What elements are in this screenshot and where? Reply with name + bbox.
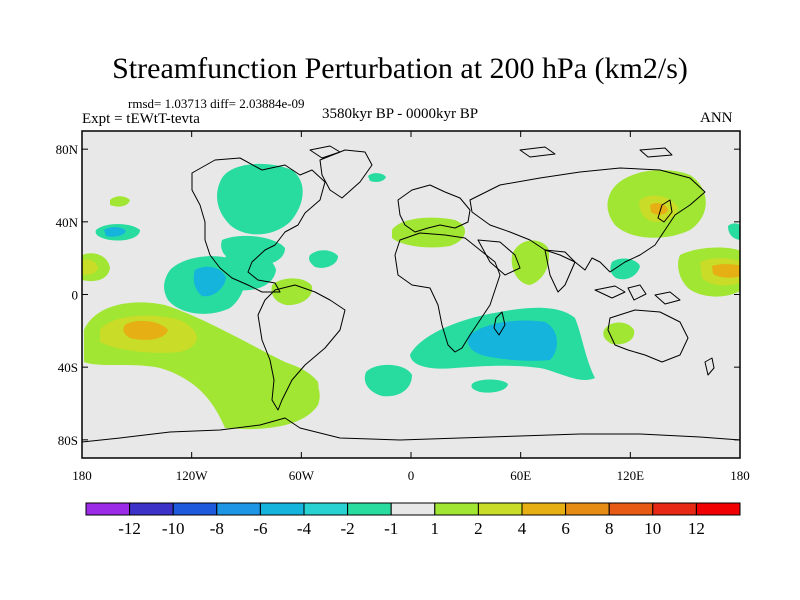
x-tick-label: 0 [408,468,415,483]
colorbar-label: -12 [118,519,141,538]
pacific-small-negative [309,250,338,268]
colorbar-swatch [565,502,610,516]
south-atlantic-negative [364,364,412,397]
experiment-label: Expt = tEWtT-tevta [82,111,200,127]
north-america-negative [217,163,303,235]
dateline-negative [728,223,740,240]
colorbar-swatch [608,502,654,516]
colorbar-label: -2 [341,519,355,538]
period-label: 3580kyr BP - 0000kyr BP [322,106,479,122]
indian-ocean-core [468,320,557,361]
north-pacific-small-positive [232,353,246,363]
y-tick-label: 80S [58,433,78,448]
arabia-positive [511,240,550,285]
colorbar-swatch [129,502,174,516]
mediterranean-positive [392,217,466,248]
colorbar-swatch [477,502,523,516]
x-tick-label: 180 [730,468,750,483]
japan-max [650,202,668,215]
colorbar-swatch [216,502,261,516]
caribbean-positive [271,278,313,306]
x-tick-label: 120E [617,468,645,483]
colorbar-label: -8 [210,519,224,538]
colorbar-swatch [652,502,697,516]
map-axes: 180 120W 60W 0 60E 120E 180 80N 40N 0 40S 80S [56,131,750,483]
north-pacific-core [104,227,126,237]
colorbar-label: -1 [384,519,398,538]
colorbar-swatch [390,502,436,516]
y-tick-label: 80N [56,142,79,157]
chart-title: Streamfunction Perturbation at 200 hPa (… [112,52,688,85]
australia-positive [603,322,635,345]
colorbar-label: 6 [561,519,570,538]
rmsd-stats: rmsd= 1.03713 diff= 2.03884e-09 [128,96,305,111]
south-pacific-max [123,320,168,340]
coastlines [82,145,740,443]
colorbar-label: 8 [605,519,614,538]
colorbar-swatch [434,502,479,516]
north-atlantic-positive [110,196,130,207]
colorbar-label: 2 [474,519,483,538]
colorbar-swatch [85,502,131,516]
colorbar-label: 4 [518,519,527,538]
positive-max-regions [123,202,740,340]
colorbar-label: -6 [253,519,267,538]
colorbar-swatch [172,502,218,516]
y-tick-label: 0 [72,288,79,303]
y-tick-label: 40S [58,360,78,375]
colorbar-swatch [259,502,305,516]
x-tick-label: 60W [289,468,315,483]
west-pacific-max [712,264,740,278]
colorbar-swatch [521,502,567,516]
x-tick-label: 120W [176,468,209,483]
maritime-continent-negative [610,258,640,280]
season-label: ANN [700,110,733,126]
greenland-negative [368,173,386,182]
colorbar-label: -4 [297,519,312,538]
colorbar-swatch [695,502,741,516]
x-tick-label: 60E [510,468,531,483]
colorbar-label: 10 [644,519,661,538]
colorbar-swatch [303,502,349,516]
negative-core-regions [104,227,557,361]
colorbar-swatch [347,502,392,516]
east-pacific-core-left [82,259,98,275]
colorbar-label: -10 [162,519,185,538]
colorbar-label: 12 [688,519,705,538]
colorbar-label: 1 [431,519,440,538]
southern-ocean-negative [471,379,508,393]
colorbar: -12 -10 -8 -6 -4 -2 -1 1 2 4 6 8 10 12 [85,502,741,538]
south-america-positive [215,356,319,429]
tropical-pacific-core [193,266,226,297]
y-tick-label: 40N [56,215,79,230]
x-tick-label: 180 [72,468,92,483]
